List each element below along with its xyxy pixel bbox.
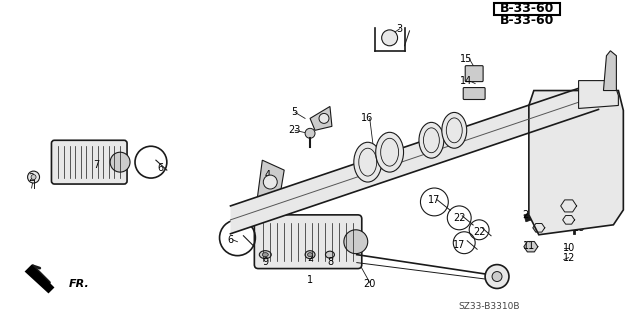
Ellipse shape	[419, 122, 444, 158]
Circle shape	[31, 174, 36, 180]
Text: 17: 17	[428, 195, 440, 205]
FancyBboxPatch shape	[465, 66, 483, 82]
Text: 4: 4	[264, 170, 270, 180]
Ellipse shape	[376, 132, 404, 172]
Circle shape	[344, 230, 368, 254]
Text: 12: 12	[563, 253, 575, 263]
Polygon shape	[230, 82, 598, 234]
Text: 5: 5	[291, 108, 297, 117]
Circle shape	[263, 175, 277, 189]
Circle shape	[305, 128, 315, 138]
Text: 23: 23	[288, 125, 300, 135]
Ellipse shape	[262, 253, 268, 257]
Polygon shape	[310, 107, 332, 130]
Text: 10: 10	[563, 243, 575, 253]
Text: B-33-60: B-33-60	[500, 3, 554, 16]
Text: 20: 20	[364, 279, 376, 289]
Text: SZ33-B3310B: SZ33-B3310B	[458, 302, 520, 311]
Polygon shape	[563, 216, 575, 224]
Polygon shape	[579, 81, 618, 108]
Text: 9: 9	[262, 256, 268, 267]
Text: 15: 15	[460, 54, 472, 64]
Text: 22: 22	[453, 213, 465, 223]
Polygon shape	[257, 160, 284, 198]
Text: 16: 16	[360, 113, 373, 123]
Polygon shape	[604, 51, 616, 91]
Ellipse shape	[305, 251, 315, 259]
Text: 6: 6	[227, 235, 234, 245]
Text: 14: 14	[568, 200, 580, 210]
Text: 13: 13	[599, 137, 612, 147]
Text: 16: 16	[394, 150, 406, 160]
Text: 2: 2	[307, 253, 313, 263]
Text: 7: 7	[93, 160, 99, 170]
Polygon shape	[524, 210, 541, 222]
Text: 21: 21	[523, 210, 535, 220]
Polygon shape	[561, 200, 577, 212]
Text: 11: 11	[523, 241, 535, 251]
Text: FR.: FR.	[68, 279, 89, 289]
Text: 2: 2	[28, 173, 35, 183]
Polygon shape	[533, 224, 545, 232]
Circle shape	[110, 152, 130, 172]
Ellipse shape	[308, 253, 312, 257]
Text: 18: 18	[572, 223, 585, 233]
Text: 17: 17	[453, 240, 465, 250]
Text: B-33-60: B-33-60	[500, 14, 554, 27]
Circle shape	[319, 114, 329, 123]
Text: 15: 15	[568, 213, 580, 223]
Text: 14: 14	[460, 76, 472, 85]
Ellipse shape	[326, 251, 335, 258]
Text: 8: 8	[327, 256, 333, 267]
Polygon shape	[529, 91, 623, 235]
Text: 3: 3	[397, 24, 403, 34]
Circle shape	[381, 30, 397, 46]
FancyBboxPatch shape	[51, 140, 127, 184]
Circle shape	[485, 264, 509, 288]
Text: 22: 22	[473, 227, 485, 237]
Ellipse shape	[259, 251, 271, 259]
FancyBboxPatch shape	[254, 215, 362, 269]
FancyBboxPatch shape	[463, 87, 485, 100]
Text: 1: 1	[307, 275, 313, 285]
Ellipse shape	[442, 112, 467, 148]
FancyBboxPatch shape	[568, 197, 579, 206]
Circle shape	[492, 271, 502, 281]
Polygon shape	[24, 264, 54, 293]
Ellipse shape	[354, 142, 381, 182]
Text: 19: 19	[536, 223, 548, 233]
Circle shape	[28, 171, 40, 183]
Text: 6: 6	[158, 163, 164, 173]
Polygon shape	[524, 241, 538, 252]
FancyBboxPatch shape	[494, 3, 560, 15]
